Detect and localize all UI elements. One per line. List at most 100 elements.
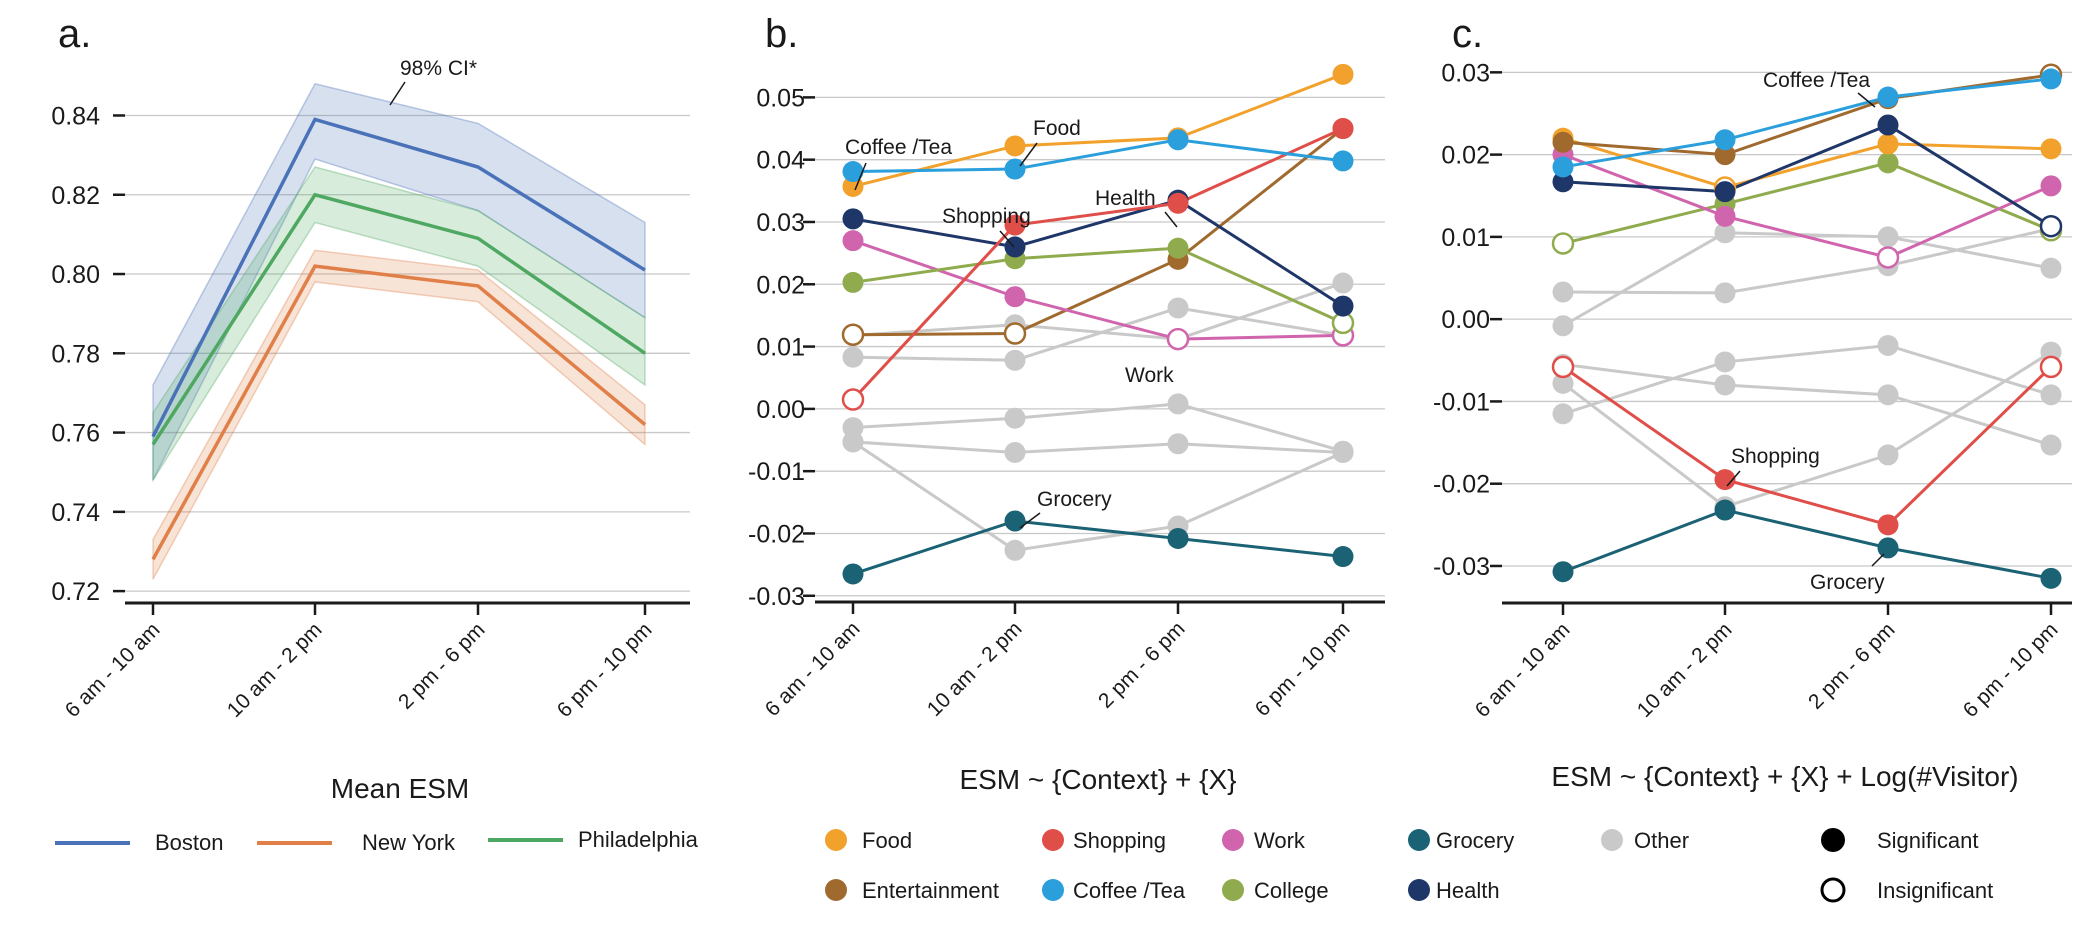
legend-marker-food — [825, 829, 847, 851]
pb-point-other — [1004, 407, 1026, 429]
pb-point-coffee-tea — [1004, 158, 1026, 180]
legend-label-insignificant: Insignificant — [1877, 878, 1993, 903]
pc-point-other — [1552, 281, 1574, 303]
legend-marker-work — [1222, 829, 1244, 851]
pa-y-tick-label: 0.80 — [51, 261, 100, 289]
legend-label-other: Other — [1634, 828, 1689, 853]
pb-point-grocery — [1004, 510, 1026, 532]
pa-y-tick-label: 0.84 — [51, 102, 100, 130]
pc-point-other — [1714, 351, 1736, 373]
panel-c-context-visitor: -0.03 -0.02 -0.01 0.00 0.01 0.02 0.03 6 am - 10… — [1433, 59, 2072, 722]
pb-annotation-health: Health — [1095, 187, 1156, 210]
pb-point-college — [1167, 237, 1189, 259]
pb-point-coffee-tea — [1167, 129, 1189, 151]
pa-ci-band-new-york — [152, 249, 646, 580]
pc-point-work — [2040, 175, 2062, 197]
pb-point-work — [1004, 286, 1026, 308]
pc-point-coffee-tea — [1714, 129, 1736, 151]
pc-annotation-coffee-tea: Coffee /Tea — [1763, 69, 1870, 92]
pb-point-entertainment — [1003, 322, 1027, 345]
pa-x-tick-label: 6 am - 10 am — [61, 618, 165, 722]
pc-point-shopping — [1551, 355, 1575, 379]
pc-point-shopping — [1714, 469, 1736, 491]
pb-x-tick-label: 2 pm - 6 pm — [1094, 617, 1189, 712]
pa-series-line-boston — [151, 117, 646, 438]
pc-y-tick-label: 0.00 — [1441, 306, 1490, 334]
pb-annotation-leader-food — [1019, 142, 1038, 167]
pc-annotation-leader-grocery — [1871, 553, 1885, 567]
pc-point-other — [1877, 444, 1899, 466]
panel-label-c: c. — [1452, 12, 1483, 56]
pb-series-line-health — [852, 198, 1344, 308]
pb-point-work — [842, 230, 864, 252]
pc-series-line-other — [1562, 227, 2052, 295]
pb-series-line-shopping — [851, 127, 1344, 401]
pb-series-line-other — [852, 402, 1344, 453]
pc-point-college — [1877, 152, 1899, 174]
pc-point-other — [2040, 434, 2062, 456]
pc-annotation-leader-shopping — [1726, 470, 1741, 487]
pc-point-other — [1714, 282, 1736, 304]
pc-series-line-work — [1562, 153, 2052, 260]
pc-point-health — [2039, 214, 2063, 238]
pb-y-tick-label: 0.02 — [756, 271, 805, 299]
pb-y-tick-label: -0.03 — [748, 583, 805, 611]
pc-point-food — [2040, 138, 2062, 160]
pc-point-coffee-tea — [2040, 68, 2062, 90]
legend-label-food: Food — [862, 828, 912, 853]
pc-point-grocery — [2040, 567, 2062, 589]
pb-point-other — [1004, 349, 1026, 371]
pb-series-line-other — [852, 440, 1344, 454]
x-axis-title-a: Mean ESM — [331, 773, 470, 804]
pa-ci-band-boston — [152, 82, 646, 481]
pa-y-tick-label: 0.82 — [51, 182, 100, 210]
legend-marker-coffee-tea — [1042, 879, 1064, 901]
pa-x-tick-label: 2 pm - 6 pm — [394, 618, 489, 713]
pb-series-line-food — [852, 72, 1344, 188]
pa-y-tick-label: 0.72 — [51, 578, 100, 606]
pb-annotation-leader-health — [1164, 211, 1178, 228]
pb-point-shopping — [1167, 192, 1189, 214]
pc-x-tick-label: 6 pm - 10 pm — [1959, 618, 2063, 722]
pb-point-food — [1004, 135, 1026, 157]
pb-point-other — [1332, 272, 1354, 294]
pc-point-coffee-tea — [1552, 156, 1574, 178]
pb-y-tick-label: -0.01 — [748, 458, 805, 486]
pb-point-shopping — [1004, 214, 1026, 236]
pb-annotation-leader-coffee-tea — [854, 162, 867, 191]
pb-point-other — [842, 346, 864, 368]
pb-point-other — [1004, 539, 1026, 561]
pb-series-line-grocery — [852, 519, 1344, 576]
legend-label-grocery: Grocery — [1436, 828, 1514, 853]
pc-point-other — [1714, 222, 1736, 244]
pa-y-tick-label: 0.76 — [51, 420, 100, 448]
legend-marker-insignificant — [1820, 877, 1846, 903]
pc-point-other — [1877, 384, 1899, 406]
pb-series-line-other — [852, 306, 1344, 362]
panel-a-mean-esm: 0.72 0.74 0.76 0.78 0.80 0.82 0.84 6 am - 10 am… — [51, 57, 690, 722]
legend-marker-grocery — [1408, 829, 1430, 851]
pb-point-other — [1167, 433, 1189, 455]
context-legend: Food Shopping Work Grocery Other Enterta… — [825, 828, 1993, 903]
pc-point-other — [1877, 334, 1899, 356]
pb-point-coffee-tea — [842, 161, 864, 183]
legend-label-boston: Boston — [155, 830, 224, 855]
pb-point-other — [1167, 393, 1189, 415]
pb-series-line-work — [852, 239, 1344, 341]
pa-ci-band-philadelphia — [152, 166, 646, 483]
pc-series-line-food — [1562, 136, 2052, 190]
pb-point-work — [1166, 327, 1190, 351]
pc-annotation-shopping: Shopping — [1731, 445, 1820, 468]
pb-annotation-leader-shopping — [999, 230, 1015, 248]
pc-y-tick-label: -0.02 — [1433, 471, 1490, 499]
pc-y-tick-label: 0.01 — [1441, 224, 1490, 252]
pb-y-tick-label: 0.04 — [756, 147, 805, 175]
pb-point-entertainment — [841, 323, 865, 346]
pc-point-other — [1877, 226, 1899, 248]
pb-y-tick-label: -0.02 — [748, 520, 805, 548]
pc-point-other — [1552, 315, 1574, 337]
legend-label-shopping: Shopping — [1073, 828, 1166, 853]
pb-series-line-entertainment — [852, 127, 1344, 337]
pb-point-other — [1004, 441, 1026, 463]
pc-x-tick-label: 2 pm - 6 pm — [1804, 618, 1899, 713]
